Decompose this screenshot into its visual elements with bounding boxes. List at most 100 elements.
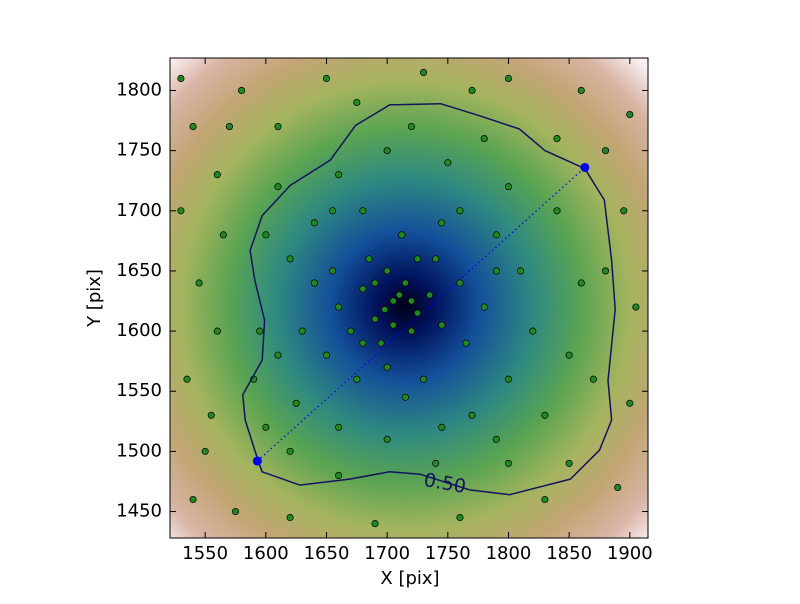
scatter-point: [335, 423, 343, 431]
scatter-point: [432, 459, 440, 467]
scatter-point: [389, 321, 397, 329]
axes-frame: [169, 57, 649, 539]
scatter-point: [219, 231, 227, 239]
scatter-point: [462, 339, 470, 347]
scatter-point: [632, 303, 640, 311]
scatter-point: [601, 267, 610, 275]
scatter-point: [432, 255, 440, 263]
scatter-point: [504, 74, 513, 83]
x-tick-label: 1800: [486, 543, 532, 564]
scatter-point: [480, 303, 488, 311]
scatter-point: [201, 447, 209, 455]
scatter-point: [438, 219, 446, 227]
scatter-point: [541, 495, 549, 504]
x-tick-label: 1900: [607, 543, 653, 564]
x-tick-label: 1600: [243, 543, 289, 564]
scatter-point: [329, 207, 337, 215]
x-axis-label: X [pix]: [380, 568, 439, 589]
scatter-point: [389, 297, 397, 305]
scatter-point: [577, 86, 585, 95]
scatter-point: [286, 513, 294, 522]
scatter-point: [177, 74, 185, 83]
scatter-point: [286, 447, 294, 455]
y-tick-label: 1450: [116, 501, 162, 522]
scatter-point: [274, 183, 282, 191]
scatter-point: [189, 495, 197, 504]
scatter-point: [225, 123, 233, 131]
scatter-point: [322, 351, 331, 359]
scatter-point: [468, 411, 476, 419]
scatter-point: [456, 279, 464, 287]
scatter-point: [371, 315, 379, 323]
scatter-point: [468, 86, 476, 95]
scatter-point: [504, 459, 513, 467]
scatter-point: [480, 135, 488, 143]
scatter-point: [335, 171, 343, 179]
scatter-point: [456, 207, 464, 215]
y-tick-label: 1700: [116, 200, 162, 221]
scatter-point: [601, 147, 610, 155]
scatter-point: [407, 327, 415, 335]
scatter-point: [413, 309, 422, 317]
y-tick-label: 1500: [116, 440, 162, 461]
scatter-point: [626, 399, 634, 407]
scatter-point: [195, 279, 203, 287]
scatter-point: [335, 303, 343, 311]
scatter-point: [492, 435, 500, 443]
scatter-point: [335, 471, 343, 479]
scatter-point: [395, 291, 403, 299]
scatter-point: [407, 123, 415, 131]
scatter-point: [359, 339, 367, 347]
scatter-point: [504, 183, 513, 191]
scatter-point: [189, 123, 197, 131]
x-tick-label: 1850: [546, 543, 592, 564]
scatter-point: [274, 351, 282, 359]
scatter-point: [365, 255, 373, 263]
scatter-point: [456, 513, 464, 522]
scatter-point: [565, 351, 573, 359]
scatter-point: [377, 339, 385, 347]
scatter-point: [274, 123, 282, 131]
scatter-point: [413, 255, 422, 263]
scatter-point: [398, 231, 406, 239]
y-tick-label: 1650: [116, 260, 162, 281]
scatter-point: [213, 171, 221, 179]
scatter-point: [401, 393, 409, 401]
scatter-point: [183, 375, 191, 383]
scatter-point: [504, 375, 513, 383]
scatter-point: [262, 231, 270, 239]
scatter-point: [577, 279, 585, 287]
scatter-point: [207, 411, 215, 419]
connector-line: [256, 167, 586, 462]
scatter-point: [238, 86, 246, 95]
scatter-point: [438, 321, 446, 329]
density-background: [170, 58, 648, 538]
scatter-point: [553, 207, 561, 215]
y-tick-label: 1550: [116, 380, 162, 401]
scatter-point: [359, 207, 367, 215]
scatter-point: [231, 507, 240, 516]
x-tick-label: 1650: [304, 543, 350, 564]
scatter-point: [298, 327, 306, 335]
y-tick-label: 1800: [116, 79, 162, 100]
scatter-point: [407, 297, 415, 305]
scatter-point: [420, 375, 428, 383]
scatter-point: [310, 279, 318, 287]
scatter-point: [438, 423, 446, 431]
contour-line: [242, 102, 616, 496]
y-tick-label: 1750: [116, 140, 162, 161]
segment-endpoint: [252, 456, 262, 466]
scatter-point: [329, 267, 337, 275]
scatter-point: [353, 375, 361, 383]
scatter-point: [529, 327, 537, 335]
scatter-point: [371, 279, 379, 287]
scatter-point: [177, 207, 185, 215]
scatter-point: [565, 459, 573, 467]
scatter-point: [492, 231, 500, 239]
x-tick-label: 1700: [364, 543, 410, 564]
scatter-point: [383, 435, 391, 443]
scatter-point: [492, 267, 500, 275]
axes: 1550 1600 1650 1700 1750 1800 1850 1900 1450 1500…: [116, 58, 653, 564]
scatter-point: [381, 305, 389, 313]
